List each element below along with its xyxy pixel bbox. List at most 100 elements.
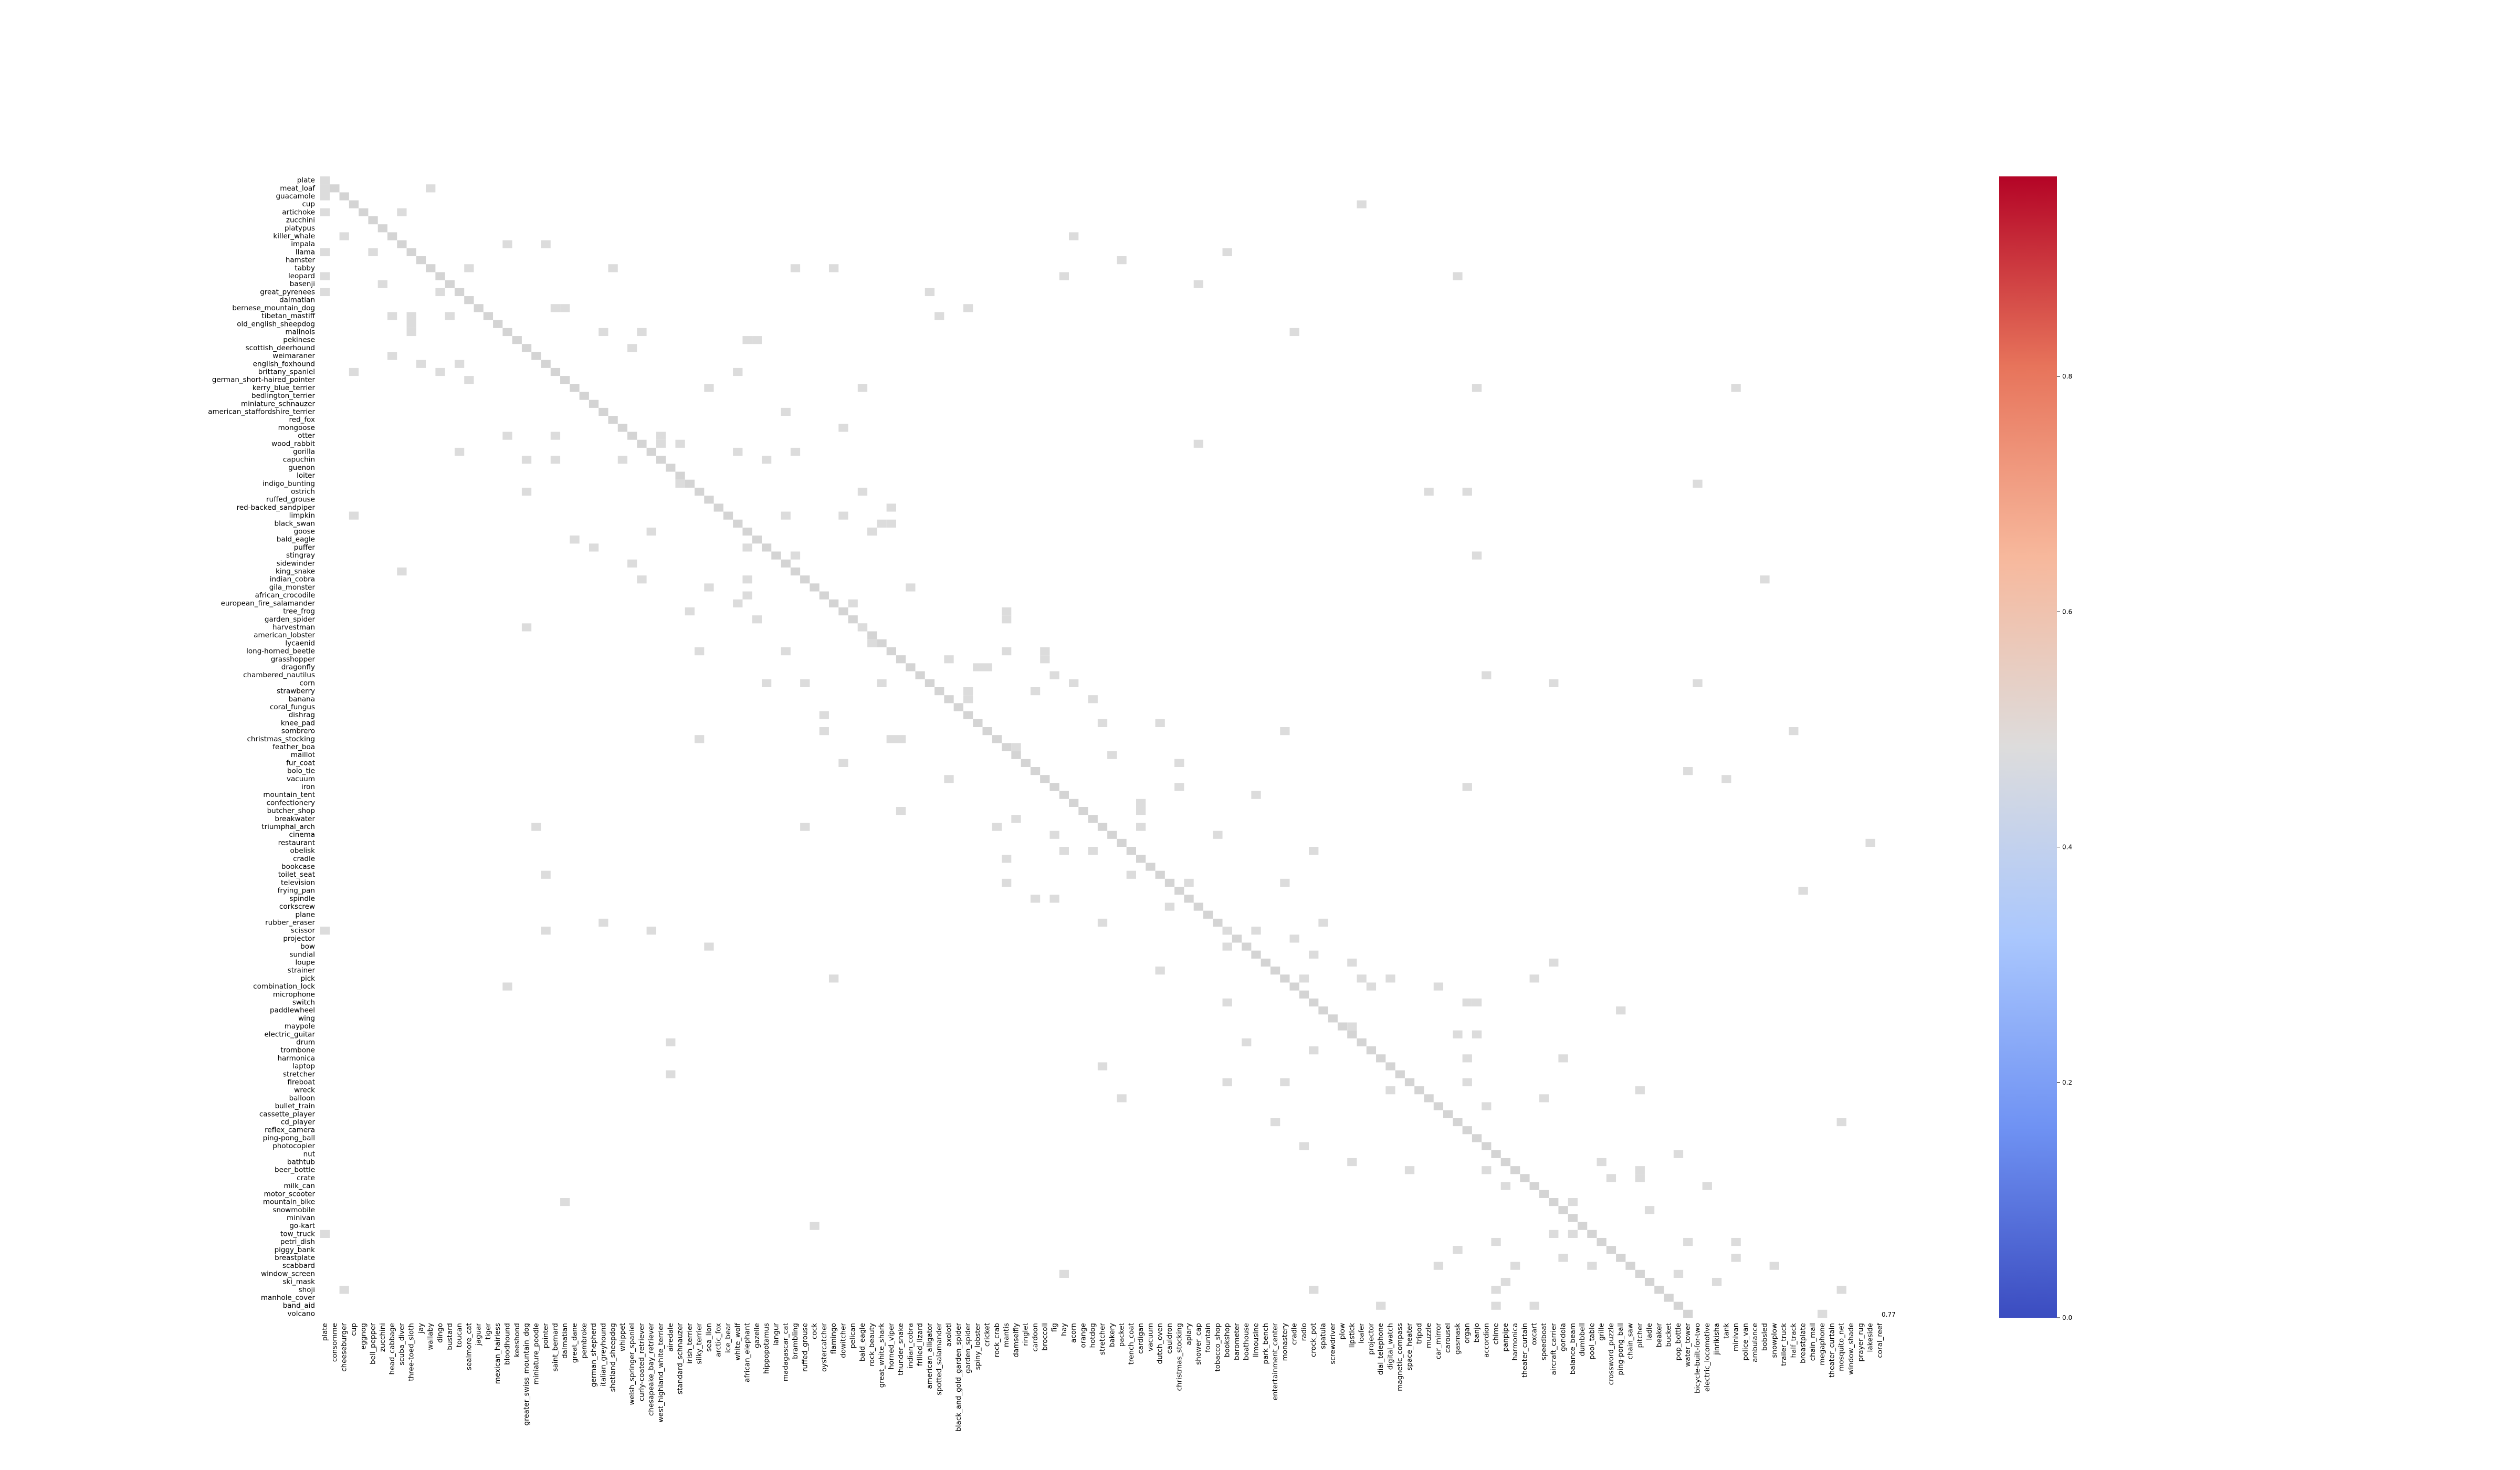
- y-tick-label: feather_boa: [272, 743, 315, 751]
- x-tick-label: chain_mail: [1809, 1323, 1817, 1361]
- heatmap-cell: [1424, 487, 1434, 496]
- heatmap-cell: [1030, 895, 1041, 903]
- heatmap-cell: [1693, 479, 1703, 488]
- heatmap-cell: [675, 471, 685, 480]
- heatmap-cell: [1097, 1062, 1108, 1070]
- heatmap-cell: [416, 256, 426, 265]
- y-tick-label: american_staffordshire_terrier: [208, 407, 315, 416]
- x-tick-label: german_shepherd: [590, 1323, 598, 1387]
- heatmap-cell: [1289, 982, 1299, 991]
- y-tick-label: switch: [292, 998, 315, 1006]
- heatmap-cell: [589, 400, 599, 408]
- heatmap-cell: [915, 671, 925, 679]
- y-tick-label: scabbard: [282, 1262, 315, 1270]
- heatmap-cell: [1011, 815, 1021, 823]
- heatmap-cell: [320, 288, 330, 297]
- y-tick-label: bathtub: [287, 1158, 315, 1167]
- x-tick-label: horned_viper: [887, 1323, 896, 1370]
- colorbar-gradient: [1999, 176, 2057, 1318]
- heatmap-cell: [1040, 655, 1050, 664]
- x-tick-label: lakeside: [1866, 1323, 1875, 1352]
- heatmap-cell: [1146, 863, 1156, 871]
- x-tick-label: pointer: [542, 1323, 550, 1349]
- heatmap-cell: [1683, 1309, 1693, 1318]
- x-tick-label: prayer_rug: [1856, 1323, 1865, 1362]
- x-tick-label: silky_terrier: [695, 1323, 704, 1364]
- heatmap-cell: [857, 623, 868, 632]
- heatmap-cell: [666, 1038, 676, 1047]
- x-tick-label: acorn: [1069, 1323, 1078, 1343]
- x-tick-label: radio: [1300, 1323, 1308, 1341]
- heatmap-cell: [790, 551, 801, 560]
- heatmap-cell: [320, 1230, 330, 1238]
- y-tick-label: stretcher: [283, 1070, 315, 1078]
- y-tick-label: harmonica: [277, 1054, 315, 1063]
- x-tick-label: fountain: [1204, 1323, 1212, 1352]
- heatmap-cell: [368, 216, 378, 225]
- heatmap-cell: [695, 487, 705, 496]
- heatmap-cell: [1097, 719, 1108, 727]
- heatmap-cell: [896, 655, 906, 664]
- heatmap-cell: [1549, 958, 1559, 967]
- heatmap-cell: [1453, 1246, 1463, 1254]
- y-tick-label: balloon: [289, 1094, 315, 1102]
- x-tick-label: saint_bernard: [551, 1323, 560, 1372]
- heatmap-cell: [1635, 1269, 1645, 1278]
- x-tick-label: three-toed_sloth: [407, 1323, 416, 1381]
- heatmap-cell: [742, 336, 752, 344]
- y-tick-label: mountain_bike: [263, 1198, 315, 1206]
- heatmap-cell: [1404, 1078, 1415, 1087]
- heatmap-cell: [752, 336, 762, 344]
- heatmap-cell: [1136, 799, 1146, 807]
- heatmap-cell: [838, 511, 848, 520]
- heatmap-cell: [733, 368, 743, 376]
- heatmap-cell: [406, 312, 416, 320]
- heatmap-cell: [1616, 1006, 1626, 1015]
- y-tick-label: weimaraner: [272, 352, 315, 360]
- x-tick-label: dial_telephone: [1377, 1323, 1385, 1375]
- heatmap-cell: [828, 974, 839, 983]
- x-tick-label: dalmatian: [561, 1323, 569, 1359]
- heatmap-cell: [646, 527, 656, 536]
- x-tick-label: cardoon: [1031, 1323, 1040, 1352]
- heatmap-cell: [1818, 1309, 1828, 1318]
- heatmap-cell: [675, 439, 685, 448]
- heatmap-cell: [867, 631, 877, 639]
- heatmap-cell: [1011, 751, 1021, 759]
- colorbar-tick-label: 0.8: [2062, 373, 2072, 380]
- heatmap-cell: [1299, 990, 1309, 999]
- heatmap-cell: [1433, 982, 1444, 991]
- y-tick-label: maillot: [291, 751, 315, 759]
- x-tick-label: ladle: [1645, 1323, 1654, 1340]
- heatmap-cell: [1462, 1054, 1472, 1063]
- heatmap-cell: [1097, 918, 1108, 927]
- y-tick-label: restaurant: [278, 838, 315, 847]
- heatmap-cell: [666, 1070, 676, 1078]
- heatmap-cell: [1232, 934, 1242, 943]
- heatmap-cell: [560, 304, 570, 312]
- heatmap-cell: [838, 607, 848, 616]
- y-tick-label: microphone: [273, 990, 315, 999]
- heatmap-cell: [1491, 1286, 1501, 1294]
- heatmap-cell: [1385, 974, 1395, 983]
- heatmap-cell: [1222, 942, 1232, 951]
- y-tick-label: bow: [300, 942, 315, 951]
- heatmap-cell: [1424, 1094, 1434, 1102]
- x-tick-label: langur: [772, 1323, 780, 1346]
- heatmap-cell: [1088, 847, 1098, 855]
- x-tick-label: shower_cap: [1194, 1323, 1203, 1365]
- heatmap-cell: [857, 487, 868, 496]
- heatmap-cell: [598, 407, 608, 416]
- heatmap-cell: [349, 511, 359, 520]
- heatmap-cell: [1088, 695, 1098, 704]
- heatmap-cell: [810, 583, 820, 592]
- x-tick-label: zucchini: [379, 1323, 387, 1352]
- heatmap-cell: [1568, 1198, 1578, 1206]
- heatmap-cell: [1174, 783, 1184, 791]
- y-tick-label: electric_guitar: [264, 1030, 315, 1038]
- y-tick-label: bookcase: [281, 863, 315, 871]
- heatmap-cell: [464, 296, 474, 304]
- y-tick-label: dishrag: [289, 711, 315, 719]
- heatmap-cell: [1769, 1262, 1779, 1270]
- y-tick-label: ostrich: [291, 488, 315, 496]
